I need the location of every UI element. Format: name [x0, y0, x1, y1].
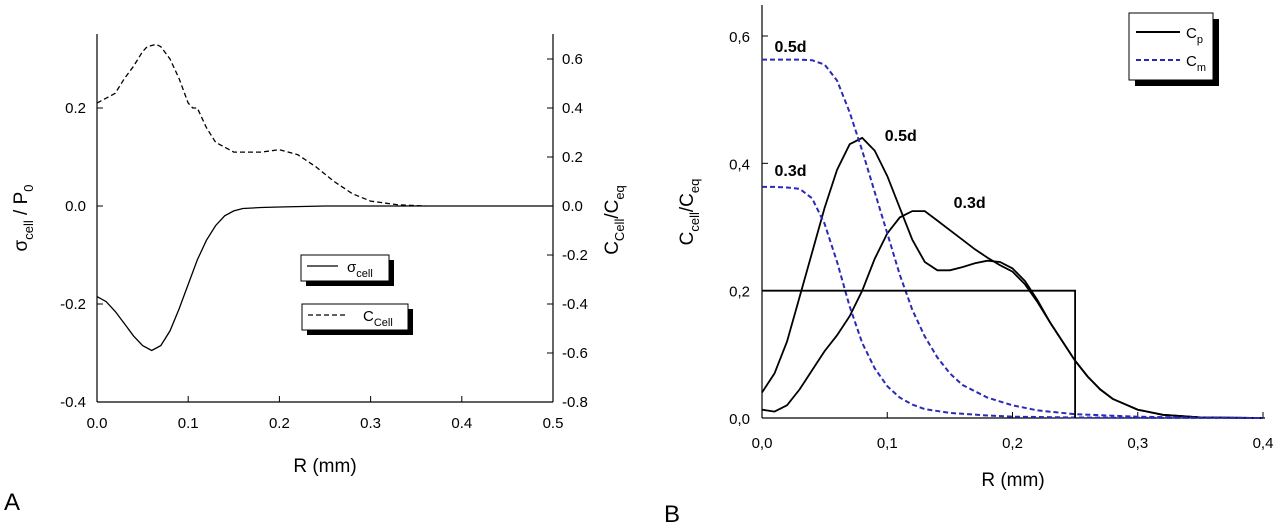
x-tick-label: 0,4: [1253, 435, 1274, 452]
x-tick-label: 0.1: [178, 415, 199, 432]
legend-box: [300, 254, 390, 282]
y-left-tick-label: -0.2: [60, 296, 86, 313]
y-right-tick-label: 0.2: [562, 149, 583, 166]
x-tick-label: 0.2: [269, 415, 290, 432]
panel-a-right-axis-label: CCell/Ceq: [602, 185, 627, 255]
x-tick-label: 0.3: [360, 415, 381, 432]
legend-entry-cp: Cp: [1186, 25, 1203, 46]
series-line-1: [761, 210, 1264, 419]
series-line-0: [761, 136, 1264, 419]
y-right-tick-label: 0.0: [562, 198, 583, 215]
series-line-4: [762, 289, 1076, 418]
x-tick-label: 0.0: [87, 415, 108, 432]
x-tick-label: 0.5: [543, 415, 564, 432]
series-line-2: [762, 58, 1264, 419]
series-line-sigma-cell: [96, 205, 553, 352]
panel-a-left-axis-label: σcell / P0: [11, 185, 36, 252]
y-tick-label: 0,4: [729, 156, 750, 173]
annotation-label: 0.3d: [775, 163, 807, 180]
annotation-label: 0.5d: [775, 39, 807, 56]
panel-b-x-axis-label: R (mm): [981, 470, 1044, 491]
panel-a-legend: σcell CCell: [300, 254, 413, 335]
y-left-tick-label: -0.4: [60, 394, 86, 411]
y-right-tick-label: 0.4: [562, 100, 583, 117]
annotation-label: 0.3d: [954, 195, 986, 212]
y-tick-label: 0,2: [729, 284, 750, 301]
legend-entry-c-cell: CCell: [363, 308, 393, 329]
x-tick-label: 0,2: [1002, 435, 1023, 452]
panel-a-x-axis-label: R (mm): [293, 456, 356, 477]
y-left-tick-label: 0.0: [65, 198, 86, 215]
y-right-tick-label: -0.2: [562, 247, 588, 264]
y-tick-label: 0,0: [729, 411, 750, 428]
y-right-tick-label: 0.6: [562, 51, 583, 68]
panel-b-y-axis-label: Ccell/Ceq: [677, 179, 702, 246]
y-right-tick-label: -0.6: [562, 345, 588, 362]
x-tick-label: 0,3: [1127, 435, 1148, 452]
panel-b-legend: Cp Cm: [1128, 12, 1219, 86]
series-line-3: [762, 185, 1264, 419]
x-tick-label: 0,1: [877, 435, 898, 452]
legend-entry-sigma-cell: σcell: [347, 259, 373, 280]
legend-entry-cm: Cm: [1186, 53, 1206, 74]
legend-box: [1128, 12, 1214, 81]
panel-b: 0,0 0,1 0,2 0,3 0,4 0,0 0,2 0,4 0,6 R (mm) Ccell…: [664, 5, 1274, 528]
y-right-tick-label: -0.8: [562, 394, 588, 411]
series-line-c-cell: [96, 43, 426, 207]
y-right-tick-label: -0.4: [562, 296, 588, 313]
legend-box: [301, 303, 409, 331]
y-tick-label: 0,6: [729, 29, 750, 46]
x-tick-label: 0.4: [451, 415, 472, 432]
y-left-tick-label: 0.2: [65, 100, 86, 117]
annotation-label: 0.5d: [885, 128, 917, 145]
panel-a: 0.0 0.1 0.2 0.3 0.4 0.5 -0.4 -0.2 0.0 0.2 -0.8 -0.6…: [4, 34, 627, 516]
panel-a-letter: A: [4, 489, 20, 516]
x-tick-label: 0,0: [752, 435, 773, 452]
panel-b-letter: B: [664, 501, 680, 527]
